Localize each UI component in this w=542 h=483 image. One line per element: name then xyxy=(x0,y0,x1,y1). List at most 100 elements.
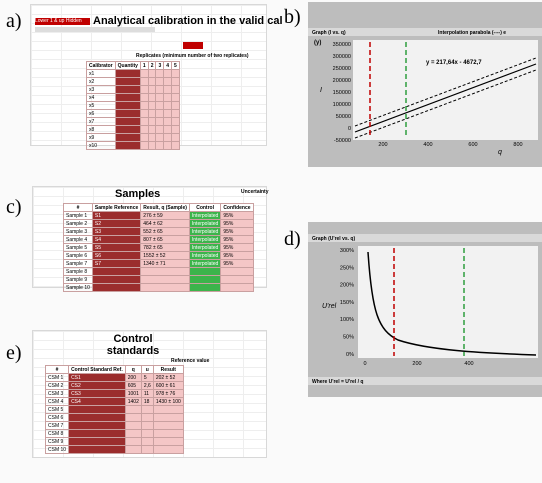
column-header: Result xyxy=(152,365,184,374)
row: CSM 1 CS1 200 5 202 ± 52 xyxy=(44,373,184,382)
standard-id: CSM 6 xyxy=(44,413,70,422)
replicate-cell xyxy=(163,85,173,94)
row: x7 xyxy=(86,117,180,126)
row: x10 xyxy=(86,141,180,150)
calibrator: x8 xyxy=(86,125,116,134)
quantity-cell xyxy=(114,85,141,94)
column-header: 3 xyxy=(155,61,165,70)
replicate-cell xyxy=(171,93,180,102)
replicate-cell xyxy=(139,101,149,110)
samples-sheet: Samples Uncertainty # Sample Reference Res… xyxy=(32,186,269,292)
y-label: I xyxy=(320,87,322,94)
result: 1552 ± 52 xyxy=(140,251,190,260)
standard-ref: CS1 xyxy=(68,373,126,382)
quantity-cell xyxy=(114,109,141,118)
result xyxy=(152,429,184,438)
ref-q xyxy=(124,437,142,446)
fit-line xyxy=(354,63,537,133)
sample-ref: S4 xyxy=(91,235,142,244)
row: x5 xyxy=(86,101,180,110)
standard-ref xyxy=(68,421,126,430)
ref-u xyxy=(140,405,154,414)
quantity-cell xyxy=(114,117,141,126)
calibrator: x4 xyxy=(86,93,116,102)
graph-title: Graph (I vs. q) xyxy=(312,30,346,36)
replicate-cell xyxy=(171,141,180,150)
result: 807 ± 65 xyxy=(140,235,190,244)
confidence xyxy=(220,275,254,284)
row: Sample 7 S7 1340 ± 71 Interpolated 95% xyxy=(63,259,254,268)
button[interactable] xyxy=(183,42,203,49)
graph-footer: Where U'rel = U'rel / q xyxy=(312,379,363,385)
sample-ref: S2 xyxy=(91,219,142,228)
ref-u xyxy=(140,437,154,446)
row: x4 xyxy=(86,93,180,102)
row: CSM 8 xyxy=(44,429,184,438)
row: CSM 5 xyxy=(44,405,184,414)
standard-id: CSM 4 xyxy=(44,397,70,406)
ref-u: 18 xyxy=(140,397,154,406)
x-tick-label: 400 xyxy=(464,361,473,367)
graph-d: Graph (U'rel vs. q) U'rel Where U'rel = … xyxy=(308,222,542,397)
replicate-cell xyxy=(171,133,180,142)
replicate-cell xyxy=(147,125,157,134)
sample-ref: S6 xyxy=(91,251,142,260)
plot-area xyxy=(353,40,538,140)
control: Interpolated xyxy=(188,227,222,236)
panel-label: c) xyxy=(6,196,22,218)
replicate-cell xyxy=(155,125,165,134)
quantity-cell xyxy=(114,69,141,78)
replicate-cell xyxy=(155,93,165,102)
confidence xyxy=(220,283,254,292)
header-row: # Sample Reference Result, q (Sample) Contr… xyxy=(63,203,254,212)
plot-area xyxy=(358,246,538,358)
standard-id: CSM 5 xyxy=(44,405,70,414)
reference-header: Reference value xyxy=(171,358,210,364)
band-line xyxy=(354,57,537,127)
panel-label: b) xyxy=(284,6,301,28)
result xyxy=(140,283,190,292)
row: Sample 4 S4 807 ± 65 Interpolated 95% xyxy=(63,235,254,244)
result xyxy=(140,275,190,284)
replicate-cell xyxy=(147,117,157,126)
column-header: # xyxy=(63,203,93,212)
ref-u: 2,6 xyxy=(140,381,154,390)
sample-id: Sample 5 xyxy=(63,243,93,252)
ref-u xyxy=(140,421,154,430)
row: Sample 6 S6 1552 ± 52 Interpolated 95% xyxy=(63,251,254,260)
x-label: q xyxy=(498,149,502,156)
replicate-cell xyxy=(155,101,165,110)
replicate-cell xyxy=(139,93,149,102)
replicate-cell xyxy=(139,77,149,86)
y-tick-label: 250% xyxy=(340,265,354,271)
y-tick-label: 350000 xyxy=(333,42,351,48)
column-header: Control xyxy=(188,203,222,212)
result: 552 ± 65 xyxy=(140,227,190,236)
standard-ref xyxy=(68,405,126,414)
row: CSM 7 xyxy=(44,421,184,430)
y-tick-label: 250000 xyxy=(333,66,351,72)
column-header: Sample Reference xyxy=(91,203,142,212)
confidence: 95% xyxy=(220,235,254,244)
y-tick-label: 50% xyxy=(343,335,354,341)
calibrator: x6 xyxy=(86,109,116,118)
equation: y = 217,64x - 4672,7 xyxy=(426,60,482,66)
replicate-cell xyxy=(163,133,173,142)
column-header: 1 xyxy=(139,61,149,70)
panel-label: d) xyxy=(284,228,301,250)
sample-id: Sample 1 xyxy=(63,211,93,220)
panel-label: a) xyxy=(6,10,22,32)
uncertainty-curve xyxy=(367,251,537,356)
sample-ref: S7 xyxy=(91,259,142,268)
ref-u xyxy=(140,413,154,422)
row: x1 xyxy=(86,69,180,78)
replicate-cell xyxy=(155,85,165,94)
panel-label: e) xyxy=(6,342,22,364)
y-tick-label: 150% xyxy=(340,300,354,306)
ref-q: 1402 xyxy=(124,397,142,406)
sample-id: Sample 9 xyxy=(63,275,93,284)
side-header: Uncertainty xyxy=(241,189,269,195)
result xyxy=(152,445,184,454)
x-tick-label: 400 xyxy=(423,142,432,148)
toolbar xyxy=(35,27,155,32)
